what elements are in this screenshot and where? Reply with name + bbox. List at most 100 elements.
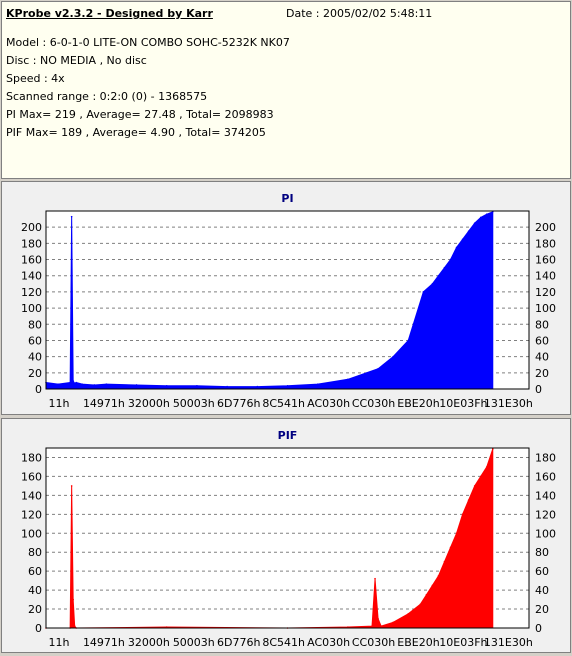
data-point xyxy=(437,274,440,277)
data-point xyxy=(392,355,394,358)
x-tick-label: 50003h xyxy=(173,636,215,649)
data-point xyxy=(165,626,168,628)
chart-title: PIF xyxy=(278,429,298,442)
y-tick-label-left: 120 xyxy=(21,508,42,521)
data-point xyxy=(371,625,373,627)
x-tick-label: AC030h xyxy=(307,636,350,649)
data-point xyxy=(422,291,425,293)
data-point xyxy=(256,385,259,388)
data-point xyxy=(479,475,482,478)
data-point xyxy=(455,532,458,535)
data-point xyxy=(72,598,74,601)
y-tick-label-left: 180 xyxy=(21,237,42,250)
plot-frame xyxy=(45,447,530,629)
y-tick-label-left: 0 xyxy=(35,383,42,396)
x-tick-label: 11h xyxy=(49,397,70,410)
y-tick-label-left: 160 xyxy=(21,470,42,483)
y-tick-label-right: 200 xyxy=(535,221,556,234)
app-title: KProbe v2.3.2 - Designed by Karr xyxy=(6,7,213,20)
data-point xyxy=(425,594,428,596)
data-point xyxy=(431,584,434,587)
pif-chart-panel: PIF 0 0 20 20 40 40 60 60 80 80 100 100 120 120 140 140 1… xyxy=(1,418,571,653)
data-point xyxy=(407,339,410,342)
data-point xyxy=(196,384,198,387)
y-tick-label-right: 80 xyxy=(535,546,549,559)
x-tick-label: 10E03Fh xyxy=(439,397,487,410)
pif-chart: PIF 0 0 20 20 40 40 60 60 80 80 100 100 120 120 140 140 1… xyxy=(21,429,556,649)
y-tick-label-right: 140 xyxy=(535,489,556,502)
x-tick-label: EBE20h xyxy=(397,636,439,649)
x-tick-label: 50003h xyxy=(173,397,215,410)
y-tick-label-left: 160 xyxy=(21,254,42,267)
data-point xyxy=(165,384,168,387)
y-tick-label-right: 180 xyxy=(535,451,556,464)
data-point xyxy=(461,238,464,241)
pi-chart-panel: PI 0 0 20 20 40 40 60 60 80 80 100 100 120 120 140 140 16… xyxy=(1,181,571,415)
pif-summary-line: PIF Max= 189 , Average= 4.90 , Total= 37… xyxy=(6,126,266,139)
y-tick-label-right: 20 xyxy=(535,367,549,380)
data-point xyxy=(461,513,464,516)
model-line: Model : 6-0-1-0 LITE-ON COMBO SOHC-5232K… xyxy=(6,36,290,49)
data-point xyxy=(286,384,289,387)
y-tick-label-right: 60 xyxy=(535,334,549,347)
y-tick-label-left: 0 xyxy=(35,622,42,635)
x-tick-label: AC030h xyxy=(307,397,350,410)
y-tick-label-left: 60 xyxy=(28,565,42,578)
data-point xyxy=(407,612,410,615)
range-line: Scanned range : 0:2:0 (0) - 1368575 xyxy=(6,90,208,103)
data-point xyxy=(431,283,434,285)
data-point xyxy=(443,560,446,563)
x-tick-label: 32000h xyxy=(128,397,170,410)
data-point xyxy=(473,222,476,224)
data-point xyxy=(443,266,446,269)
x-tick-label: 6D776h xyxy=(217,397,260,410)
y-tick-label-left: 180 xyxy=(21,451,42,464)
x-tick-label: CC030h xyxy=(352,397,395,410)
data-point xyxy=(316,383,319,385)
data-point xyxy=(347,626,349,628)
data-point xyxy=(380,625,382,627)
x-tick-label: 11h xyxy=(49,636,70,649)
y-tick-label-left: 40 xyxy=(28,351,42,364)
data-point xyxy=(73,625,76,627)
data-point xyxy=(485,466,488,468)
speed-line: Speed : 4x xyxy=(6,72,65,85)
data-point xyxy=(473,485,476,487)
data-point xyxy=(70,215,73,218)
data-point xyxy=(226,385,228,388)
data-point xyxy=(419,603,422,606)
y-tick-label-right: 0 xyxy=(535,383,542,396)
y-tick-label-right: 140 xyxy=(535,270,556,283)
info-panel: KProbe v2.3.2 - Designed by Karr Date : … xyxy=(1,1,571,179)
data-point xyxy=(105,383,108,385)
data-point xyxy=(81,383,84,385)
disc-line: Disc : NO MEDIA , No disc xyxy=(6,54,147,67)
data-point xyxy=(69,381,71,384)
y-tick-label-right: 40 xyxy=(535,351,549,364)
x-tick-label: 10E03Fh xyxy=(439,636,487,649)
y-tick-label-right: 100 xyxy=(535,302,556,315)
scan-date: Date : 2005/02/02 5:48:11 xyxy=(286,7,433,20)
chart-title: PI xyxy=(281,192,293,205)
y-tick-label-right: 60 xyxy=(535,565,549,578)
x-tick-label: 14971h xyxy=(83,397,125,410)
data-point xyxy=(485,213,488,216)
data-point xyxy=(377,367,379,370)
y-tick-label-left: 20 xyxy=(28,367,42,380)
data-point xyxy=(479,216,482,219)
data-point xyxy=(93,384,96,386)
x-tick-label: 131E30h xyxy=(484,397,533,410)
y-tick-label-left: 140 xyxy=(21,489,42,502)
data-point xyxy=(73,382,76,385)
data-point xyxy=(455,246,458,249)
data-point xyxy=(70,485,73,487)
x-tick-label: 8C541h xyxy=(262,636,305,649)
pi-summary-line: PI Max= 219 , Average= 27.48 , Total= 20… xyxy=(6,108,274,121)
x-tick-label: 131E30h xyxy=(484,636,533,649)
data-point xyxy=(72,380,74,382)
data-point xyxy=(449,546,452,549)
data-point xyxy=(449,258,452,261)
plot-frame xyxy=(45,210,530,390)
y-tick-label-left: 120 xyxy=(21,286,42,299)
data-point xyxy=(392,621,394,624)
